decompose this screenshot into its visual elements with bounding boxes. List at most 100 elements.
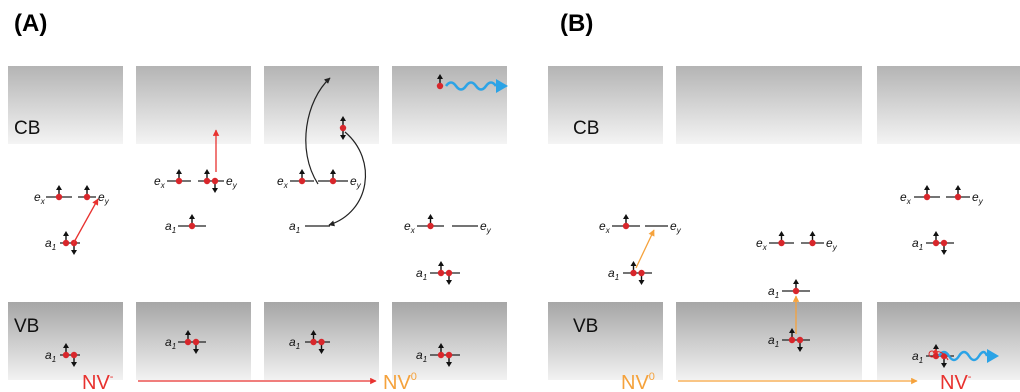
level-a1: a1	[608, 261, 652, 285]
electron-dot	[339, 124, 347, 132]
level-a1: a1	[45, 343, 80, 367]
level-a1: a1	[768, 279, 810, 300]
electron-dot	[437, 351, 445, 359]
level-ex: ex	[277, 169, 314, 190]
level-label: ex	[277, 174, 289, 190]
level-label: a1	[289, 219, 300, 235]
electron-transfer-arrow	[932, 348, 949, 361]
level-a1: a1	[45, 231, 80, 255]
cb-band	[676, 66, 862, 144]
hole-dot	[928, 350, 936, 358]
level-label: a1	[45, 236, 56, 252]
level-label: ey	[670, 219, 682, 235]
level-label: a1	[768, 333, 779, 349]
level-a1: a1	[289, 330, 330, 354]
electron-dot	[940, 239, 948, 247]
electron-dot	[630, 269, 637, 277]
level-label: a1	[416, 266, 427, 282]
level-ey: ey	[198, 169, 238, 193]
photon-wave	[444, 81, 498, 91]
electron-dot	[954, 193, 962, 201]
level-label: ey	[98, 190, 110, 206]
energy-levels: ex ey a1 a1 ex ey a1 a1 ex ey a1 a1 ex ey a1 a1 ex ey a1 ex…	[34, 74, 984, 368]
cb-band	[877, 66, 1020, 144]
electron-dot	[932, 352, 940, 360]
free-electron	[436, 74, 444, 90]
level-ey: ey	[452, 219, 492, 235]
cb-band	[136, 66, 251, 144]
electron-transfer-arrow	[328, 131, 367, 227]
electron-dot	[62, 351, 70, 359]
level-a1: a1	[768, 328, 810, 352]
electron-dot	[436, 82, 444, 90]
level-label: ex	[599, 219, 611, 235]
level-label: a1	[289, 335, 300, 351]
cb-band	[392, 66, 507, 144]
vb-band	[8, 302, 123, 380]
process-from-label: NV0	[621, 371, 655, 392]
vb-band	[548, 302, 663, 380]
level-a1: a1	[289, 219, 330, 235]
level-ex: ex	[599, 214, 640, 235]
electron-dot	[175, 177, 183, 185]
level-label: ey	[350, 174, 362, 190]
level-ex: ex	[154, 169, 191, 190]
cb-label: CB	[14, 118, 40, 139]
electron-dot	[62, 239, 70, 247]
electron-dot	[940, 352, 948, 360]
electron-dot	[192, 338, 200, 346]
excitation-arrow	[72, 198, 99, 245]
level-ey: ey	[645, 219, 682, 235]
electron-dot	[437, 269, 445, 277]
vb-band	[676, 302, 862, 380]
level-a1: a1	[416, 343, 460, 367]
level-label: a1	[912, 236, 923, 252]
electron-dot	[638, 269, 645, 277]
electron-dot	[923, 193, 931, 201]
photon-wave	[937, 350, 989, 362]
photon-arrowhead	[496, 79, 508, 93]
electron-dot	[792, 287, 800, 295]
level-ex: ex	[900, 185, 940, 206]
cb-band	[548, 66, 663, 144]
level-label: a1	[45, 348, 56, 364]
electron-dot	[188, 222, 196, 230]
electron-dot	[809, 239, 816, 247]
panel-a-label: (A)	[14, 10, 48, 37]
cb-band	[8, 66, 123, 144]
free-electron	[339, 116, 347, 140]
electron-dot	[445, 351, 453, 359]
process-from-label: NV-	[82, 371, 114, 392]
level-ex: ex	[756, 231, 794, 252]
electron-dot	[55, 193, 63, 201]
level-label: a1	[165, 219, 176, 235]
level-label: a1	[608, 266, 619, 282]
level-a1: a1	[165, 330, 206, 354]
electron-dot	[318, 338, 325, 346]
level-a1: a1	[165, 214, 206, 235]
photon-arrowhead	[987, 349, 999, 363]
level-label: ex	[404, 219, 416, 235]
level-a1: a1	[912, 231, 954, 255]
electron-dot	[622, 222, 630, 230]
level-label: a1	[165, 335, 176, 351]
electron-dot	[203, 177, 211, 185]
level-label: a1	[768, 284, 779, 300]
level-label: ey	[972, 190, 984, 206]
level-label: ex	[756, 236, 768, 252]
electron-dot	[788, 336, 796, 344]
level-label: a1	[912, 349, 923, 365]
level-label: ey	[226, 174, 238, 190]
electron-dot	[932, 239, 940, 247]
process-to-label: NV-	[940, 371, 972, 392]
level-label: ey	[826, 236, 838, 252]
electron-dot	[796, 336, 804, 344]
level-ex: ex	[34, 185, 72, 206]
process-to-label: NV0	[383, 371, 417, 392]
level-label: ey	[480, 219, 492, 235]
electron-dot	[298, 177, 306, 185]
level-a1: a1	[912, 344, 954, 368]
panel-b-label: (B)	[560, 10, 594, 37]
electron-dot	[184, 338, 192, 346]
